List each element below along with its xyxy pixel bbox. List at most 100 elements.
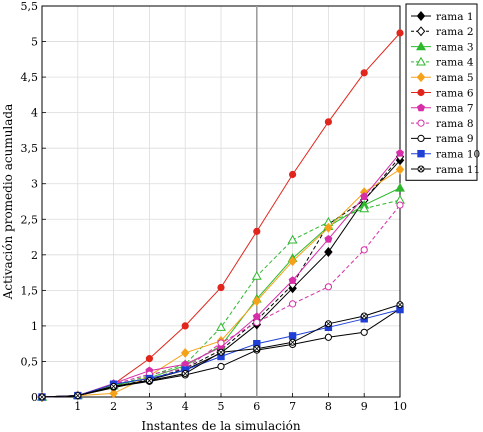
x-tick-label: 6 xyxy=(253,400,260,413)
data-point-rama-5 xyxy=(252,296,262,306)
legend-marker-rama-11 xyxy=(417,165,425,173)
data-point-rama-5 xyxy=(395,164,405,175)
legend-label-rama-8: rama 8 xyxy=(436,118,474,130)
legend-marker-rama-6 xyxy=(417,88,425,97)
data-point-rama-6 xyxy=(396,29,404,37)
marker-cross xyxy=(254,346,260,352)
y-tick-label: 0,5 xyxy=(21,355,39,368)
x-tick-label: 10 xyxy=(393,400,407,413)
data-point-rama-6 xyxy=(253,227,261,235)
data-point-rama-5 xyxy=(324,222,333,233)
y-tick-label: 5,5 xyxy=(21,0,39,13)
data-point-rama-9 xyxy=(217,362,225,371)
marker-cross xyxy=(361,313,367,319)
data-point-rama-4 xyxy=(216,322,226,331)
y-tick-label: 3 xyxy=(31,178,38,191)
x-tick-label: 7 xyxy=(289,400,296,413)
marker-cross xyxy=(397,302,403,307)
legend-marker-rama-2 xyxy=(416,26,426,37)
data-point-rama-5 xyxy=(180,347,190,358)
tick-labels: 1 2 3 4 5 6 7 8 9 10 0 0,5 1 1,5 2 2,5 3 3,5 4 4,5 5 5,5 xyxy=(21,0,408,413)
legend-label-rama-2: rama 2 xyxy=(436,26,474,38)
data-point-rama-4 xyxy=(287,234,298,244)
legend-label-rama-6: rama 6 xyxy=(436,87,474,99)
data-point-rama-6 xyxy=(324,118,332,126)
data-point-rama-5 xyxy=(109,388,118,399)
data-point-rama-7 xyxy=(288,276,297,284)
data-point-rama-7 xyxy=(324,234,333,243)
y-tick-label: 2 xyxy=(31,249,38,262)
data-point-rama-11 xyxy=(145,377,153,385)
legend-label-rama-1: rama 1 xyxy=(436,11,474,23)
legend-marker-rama-4 xyxy=(416,56,426,66)
data-point-rama-7 xyxy=(395,148,405,157)
y-tick-label: 2,5 xyxy=(21,213,39,226)
y-tick-label: 1,5 xyxy=(21,284,39,297)
data-point-rama-11 xyxy=(253,345,261,353)
y-tick-label: 0 xyxy=(31,391,38,404)
data-point-rama-11 xyxy=(289,338,297,346)
data-point-rama-11 xyxy=(38,393,46,401)
legend-label-rama-4: rama 4 xyxy=(436,57,474,69)
legend-marker-rama-5 xyxy=(416,72,426,83)
legend-label-rama-10: rama 10 xyxy=(436,149,480,161)
data-point-rama-9 xyxy=(324,333,332,341)
data-point-rama-6 xyxy=(217,283,225,292)
marker-cross xyxy=(111,383,116,389)
marker-cross xyxy=(39,394,45,400)
y-tick-label: 4 xyxy=(31,107,38,120)
data-point-rama-11 xyxy=(396,301,404,309)
x-tick-label: 4 xyxy=(182,400,189,413)
data-point-rama-8 xyxy=(289,300,297,308)
data-point-rama-4 xyxy=(359,203,370,213)
legend-marker-rama-9 xyxy=(417,134,425,142)
data-point-rama-11 xyxy=(181,370,189,378)
legend-marker-rama-8 xyxy=(417,119,425,127)
legend-marker-rama-10 xyxy=(417,150,425,158)
legend-marker-rama-7 xyxy=(416,103,426,112)
x-tick-label: 8 xyxy=(325,400,332,413)
data-point-rama-6 xyxy=(289,170,297,179)
data-point-rama-11 xyxy=(360,312,368,320)
legend-label-rama-9: rama 9 xyxy=(436,133,474,145)
legend: rama 1 rama 2 rama 3 rama 4 rama 5 rama 6 rama… xyxy=(405,3,480,181)
legend-label-rama-11: rama 11 xyxy=(436,164,480,176)
data-point-rama-11 xyxy=(110,382,118,390)
x-tick-label: 2 xyxy=(110,400,117,413)
data-point-rama-8 xyxy=(396,201,404,209)
legend-label-rama-3: rama 3 xyxy=(436,41,474,53)
y-axis-label: Activación promedio acumulada xyxy=(1,104,15,301)
data-point-rama-11 xyxy=(324,320,332,328)
marker-cross xyxy=(218,349,224,355)
data-point-rama-1 xyxy=(324,247,333,257)
legend-marker-rama-3 xyxy=(416,41,426,51)
series-rama-11 xyxy=(38,301,404,401)
y-tick-label: 4,5 xyxy=(21,71,39,84)
y-tick-label: 3,5 xyxy=(21,142,39,155)
data-point-rama-5 xyxy=(288,256,297,267)
x-axis-label: Instantes de la simulación xyxy=(141,419,301,432)
x-tick-label: 5 xyxy=(218,400,225,413)
marker-cross xyxy=(326,321,331,327)
data-point-rama-11 xyxy=(217,348,225,356)
x-tick-label: 3 xyxy=(146,400,153,413)
data-point-rama-3 xyxy=(395,182,405,192)
y-tick-label: 1 xyxy=(31,320,38,333)
marker-cross xyxy=(182,371,188,376)
legend-label-rama-5: rama 5 xyxy=(436,72,474,84)
data-point-rama-10 xyxy=(288,332,297,340)
legend-marker-rama-1 xyxy=(416,11,426,21)
marker-cross xyxy=(147,378,152,384)
data-point-rama-6 xyxy=(360,69,368,77)
data-point-rama-7 xyxy=(360,192,369,200)
data-point-rama-8 xyxy=(253,318,261,326)
x-tick-label: 9 xyxy=(361,400,368,413)
marker-cross xyxy=(75,393,81,398)
legend-label-rama-7: rama 7 xyxy=(436,103,474,115)
x-tick-label: 1 xyxy=(74,400,81,413)
data-point-rama-8 xyxy=(360,246,368,254)
series-layer xyxy=(37,29,405,402)
data-point-rama-4 xyxy=(251,271,262,280)
data-point-rama-9 xyxy=(360,328,368,336)
